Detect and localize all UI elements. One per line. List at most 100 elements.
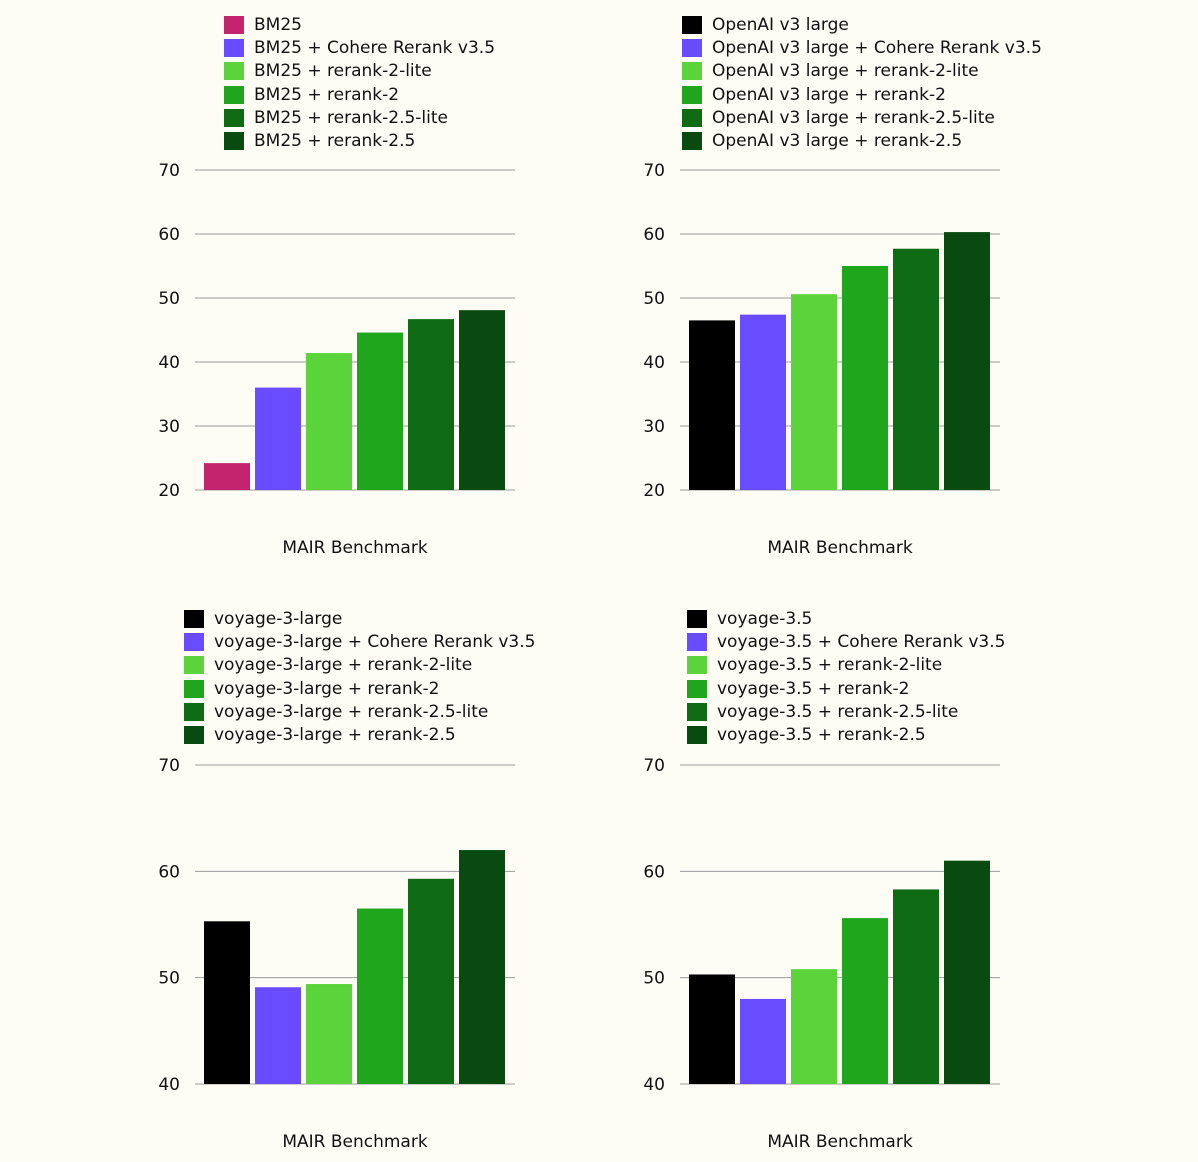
bar: [306, 353, 352, 490]
bar: [944, 232, 990, 490]
legend-swatch: [682, 38, 702, 57]
legend-swatch: [184, 679, 204, 698]
bar: [740, 998, 786, 1084]
legend-swatch: [184, 726, 204, 745]
legend-entry: BM25 + rerank-2: [224, 83, 495, 106]
y-tick-label: 40: [643, 353, 665, 373]
bar: [408, 878, 454, 1084]
legend-label: OpenAI v3 large + rerank-2-lite: [712, 61, 979, 82]
legend-label: voyage-3.5: [717, 608, 813, 629]
bar: [459, 310, 505, 490]
bar: [408, 319, 454, 490]
legend-label: voyage-3.5 + Cohere Rerank v3.5: [717, 631, 1006, 652]
x-axis-label: MAIR Benchmark: [282, 538, 428, 558]
bar: [204, 921, 250, 1084]
legend-label: voyage-3-large + rerank-2: [214, 678, 440, 699]
legend-entry: OpenAI v3 large: [682, 13, 1042, 36]
legend-swatch: [184, 632, 204, 651]
y-tick-label: 50: [158, 289, 180, 309]
legend-entry: voyage-3.5 + rerank-2-lite: [687, 654, 1005, 677]
legend-label: OpenAI v3 large + Cohere Rerank v3.5: [712, 37, 1042, 58]
legend-label: OpenAI v3 large: [712, 14, 849, 35]
y-tick-label: 60: [158, 862, 180, 882]
bar: [893, 889, 939, 1084]
legend-entry: voyage-3-large + Cohere Rerank v3.5: [184, 630, 535, 653]
legend-label: voyage-3.5 + rerank-2: [717, 678, 910, 699]
y-tick-label: 40: [158, 353, 180, 373]
legend-label: voyage-3-large + rerank-2.5: [214, 725, 456, 746]
legend-entry: voyage-3.5 + rerank-2.5-lite: [687, 700, 1005, 723]
y-tick-label: 30: [643, 417, 665, 437]
legend-entry: voyage-3.5: [687, 607, 1005, 630]
legend-label: voyage-3-large + Cohere Rerank v3.5: [214, 631, 536, 652]
x-axis-label: MAIR Benchmark: [767, 538, 913, 558]
y-tick-label: 40: [158, 1075, 180, 1095]
legend-swatch: [687, 726, 707, 745]
chart-legend: voyage-3-large voyage-3-large + Cohere Re…: [184, 607, 535, 747]
legend-entry: voyage-3.5 + rerank-2.5: [687, 723, 1005, 746]
y-tick-label: 60: [158, 225, 180, 245]
legend-label: BM25 + rerank-2.5: [254, 131, 416, 152]
legend-swatch: [224, 38, 244, 57]
legend-label: voyage-3.5 + rerank-2-lite: [717, 655, 943, 676]
legend-entry: BM25 + rerank-2-lite: [224, 60, 495, 83]
bar: [842, 918, 888, 1084]
bar: [459, 850, 505, 1084]
legend-entry: voyage-3-large + rerank-2.5: [184, 723, 535, 746]
bar: [204, 463, 250, 490]
legend-entry: OpenAI v3 large + rerank-2-lite: [682, 60, 1042, 83]
chart-legend: OpenAI v3 large OpenAI v3 large + Cohere …: [682, 13, 1042, 153]
bar: [944, 860, 990, 1084]
legend-label: voyage-3-large + rerank-2.5-lite: [214, 701, 489, 722]
y-tick-label: 40: [643, 1075, 665, 1095]
legend-entry: OpenAI v3 large + Cohere Rerank v3.5: [682, 36, 1042, 59]
legend-label: voyage-3.5 + rerank-2.5-lite: [717, 701, 959, 722]
legend-entry: BM25 + rerank-2.5-lite: [224, 106, 495, 129]
legend-swatch: [224, 108, 244, 127]
legend-label: voyage-3.5 + rerank-2.5: [717, 725, 926, 746]
bar: [689, 320, 735, 490]
y-tick-label: 20: [643, 481, 665, 501]
legend-swatch: [682, 132, 702, 151]
legend-label: BM25: [254, 14, 302, 35]
x-axis-label: MAIR Benchmark: [282, 1132, 428, 1152]
y-tick-label: 70: [643, 161, 665, 181]
bar: [791, 969, 837, 1084]
legend-label: OpenAI v3 large + rerank-2.5-lite: [712, 107, 995, 128]
legend-swatch: [682, 62, 702, 81]
legend-entry: voyage-3.5 + Cohere Rerank v3.5: [687, 630, 1005, 653]
legend-swatch: [224, 15, 244, 34]
legend-label: OpenAI v3 large + rerank-2: [712, 84, 946, 105]
bar: [689, 974, 735, 1084]
legend-swatch: [687, 679, 707, 698]
legend-entry: voyage-3-large + rerank-2.5-lite: [184, 700, 535, 723]
legend-swatch: [687, 702, 707, 721]
y-tick-label: 70: [158, 756, 180, 776]
legend-entry: BM25 + Cohere Rerank v3.5: [224, 36, 495, 59]
legend-swatch: [687, 609, 707, 628]
legend-entry: voyage-3-large: [184, 607, 535, 630]
y-tick-label: 50: [158, 969, 180, 989]
legend-swatch: [687, 656, 707, 675]
legend-label: BM25 + rerank-2: [254, 84, 400, 105]
legend-swatch: [224, 62, 244, 81]
legend-label: BM25 + rerank-2.5-lite: [254, 107, 448, 128]
legend-label: BM25 + rerank-2-lite: [254, 61, 432, 82]
chart-legend: voyage-3.5 voyage-3.5 + Cohere Rerank v3.…: [687, 607, 1005, 747]
bar: [791, 294, 837, 490]
bar: [357, 908, 403, 1084]
bar: [740, 314, 786, 490]
y-tick-label: 70: [158, 161, 180, 181]
legend-swatch: [682, 85, 702, 104]
legend-swatch: [184, 656, 204, 675]
bar: [357, 332, 403, 490]
chart-legend: BM25 BM25 + Cohere Rerank v3.5 BM25 + rera…: [224, 13, 495, 153]
y-tick-label: 30: [158, 417, 180, 437]
bar: [255, 987, 301, 1084]
y-tick-label: 70: [643, 756, 665, 776]
legend-entry: BM25 + rerank-2.5: [224, 129, 495, 152]
